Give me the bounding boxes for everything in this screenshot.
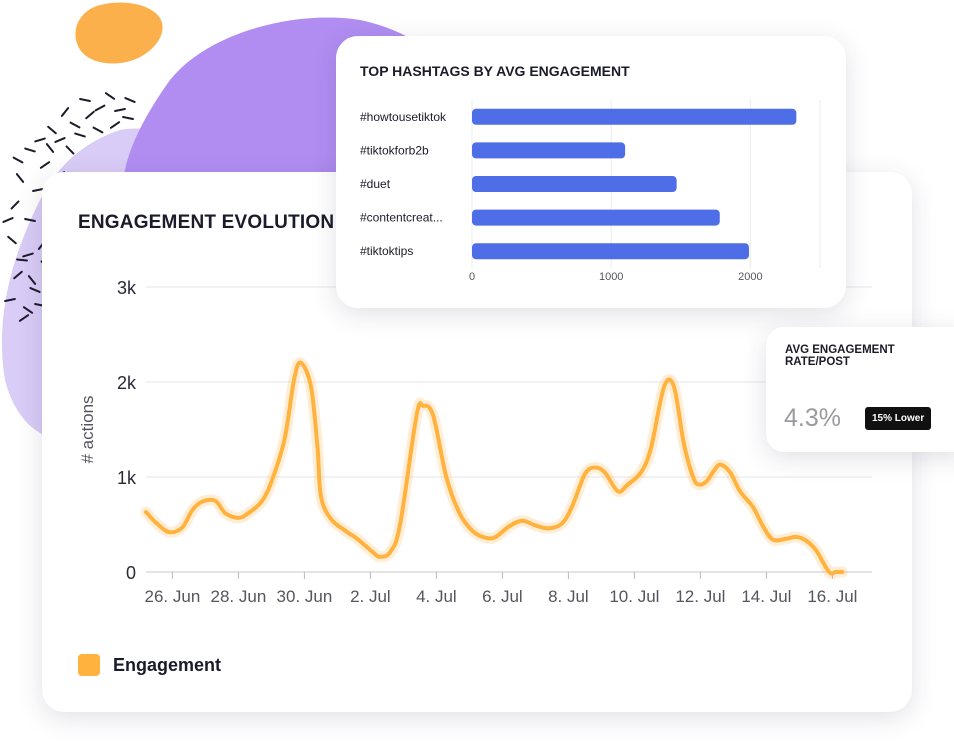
dash-mark [79,98,91,102]
x-tick-label: 0 [469,271,475,283]
bar-category-label: #howtousetiktok [360,110,447,124]
x-tick-label: 30. Jun [277,587,333,606]
avg-engagement-title: AVG ENGAGEMENT RATE/POST [785,344,895,368]
hashtag-bar[interactable] [472,108,797,125]
dash-mark [32,188,44,192]
hashtag-chart-title: TOP HASHTAGS BY AVG ENGAGEMENT [360,63,630,79]
x-tick-label: 10. Jul [609,587,659,606]
dash-mark [4,298,16,302]
engagement-line-glow [140,357,848,580]
x-tick-label: 14. Jul [741,587,791,606]
hashtag-bar[interactable] [472,176,677,192]
dash-mark [13,270,23,280]
engagement-line-chart: 0 1k 2k 3k 26. Jun 28. Jun 30. Jun 2. Jul 4. Jul… [78,278,872,606]
dash-mark [2,217,14,223]
dash-mark [60,107,70,117]
dash-mark [69,121,81,129]
x-tick-label: 28. Jun [211,587,267,606]
dash-mark [54,137,66,143]
bar-category-label: #contentcreat... [360,211,443,225]
dash-mark [45,143,55,153]
avg-engagement-card: AVG ENGAGEMENT RATE/POST 4.3% 15% Lower [766,327,954,452]
comparison-badge: 15% Lower [865,407,932,430]
y-tick-label: 3k [117,278,137,298]
dash-mark [122,116,134,120]
hashtag-bar-chart: 0 1000 2000 #howtousetiktok #tiktokforb2b #du… [360,100,821,283]
x-tick-label: 6. Jul [482,587,523,606]
dash-mark [92,126,104,134]
engagement-line[interactable] [144,360,845,576]
legend-swatch-engagement [78,654,100,676]
orange-blob [75,2,163,64]
dash-mark [34,137,46,143]
y-tick-label: 0 [126,563,136,583]
dash-mark [10,200,20,210]
dash-mark [29,287,41,293]
dash-mark [24,218,36,222]
x-tick-label: 16. Jul [807,587,857,606]
bar-category-label: #duet [360,177,391,191]
legend-label-engagement: Engagement [113,654,222,675]
chart-legend[interactable]: Engagement [78,654,221,676]
x-tick-label: 4. Jul [416,587,457,606]
hashtag-bar[interactable] [472,142,626,159]
dash-mark [74,132,86,138]
dash-mark [114,108,126,112]
dash-mark [27,275,37,285]
dash-mark [94,104,106,112]
y-axis-label: # actions [78,395,97,463]
dash-mark [16,258,28,262]
x-tick-label: 2. Jul [350,587,391,606]
dash-mark [65,145,75,155]
x-tick-label: 2000 [738,271,762,283]
x-tick-label: 1000 [599,271,623,283]
hashtag-bar[interactable] [472,209,720,226]
bar-category-label: #tiktokforb2b [360,143,429,157]
x-tick-label: 26. Jun [145,587,201,606]
dash-mark [85,110,95,120]
dash-mark [109,121,121,129]
dash-mark [7,235,17,245]
dash-mark [47,125,57,135]
dash-mark [15,173,25,183]
dash-mark [18,314,30,322]
dash-mark [39,161,51,169]
x-tick-label: 8. Jul [548,587,589,606]
y-tick-label: 1k [117,468,137,488]
dash-mark [124,97,136,103]
dash-mark [12,156,24,164]
y-tick-label: 2k [117,373,137,393]
top-hashtags-card: TOP HASHTAGS BY AVG ENGAGEMENT 0 1000 2000… [336,36,846,308]
avg-engagement-value: 4.3% [784,404,841,432]
dash-mark [24,147,36,153]
bar-category-label: #tiktoktips [360,244,413,258]
dash-mark [22,306,34,314]
dash-mark [104,92,116,100]
hashtag-bar[interactable] [472,243,750,260]
main-chart-title: ENGAGEMENT EVOLUTION [78,212,335,233]
x-tick-label: 12. Jul [675,587,725,606]
dash-mark [22,252,34,258]
